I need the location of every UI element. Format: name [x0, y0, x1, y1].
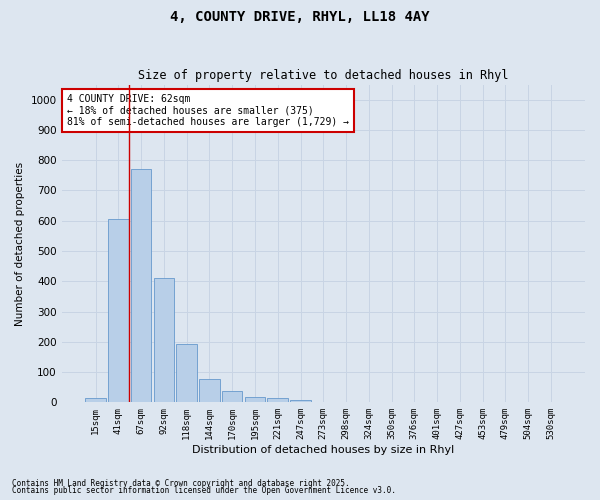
Bar [222, 391, 242, 402]
Bar [108, 219, 128, 402]
X-axis label: Distribution of detached houses by size in Rhyl: Distribution of detached houses by size … [192, 445, 454, 455]
Bar [131, 170, 151, 402]
Y-axis label: Number of detached properties: Number of detached properties [15, 162, 25, 326]
Title: Size of property relative to detached houses in Rhyl: Size of property relative to detached ho… [138, 69, 509, 82]
Text: 4, COUNTY DRIVE, RHYL, LL18 4AY: 4, COUNTY DRIVE, RHYL, LL18 4AY [170, 10, 430, 24]
Bar [290, 400, 311, 402]
Text: Contains HM Land Registry data © Crown copyright and database right 2025.: Contains HM Land Registry data © Crown c… [12, 478, 350, 488]
Text: 4 COUNTY DRIVE: 62sqm
← 18% of detached houses are smaller (375)
81% of semi-det: 4 COUNTY DRIVE: 62sqm ← 18% of detached … [67, 94, 349, 128]
Bar [85, 398, 106, 402]
Bar [199, 378, 220, 402]
Bar [245, 397, 265, 402]
Bar [176, 344, 197, 403]
Bar [268, 398, 288, 402]
Bar [154, 278, 174, 402]
Text: Contains public sector information licensed under the Open Government Licence v3: Contains public sector information licen… [12, 486, 396, 495]
